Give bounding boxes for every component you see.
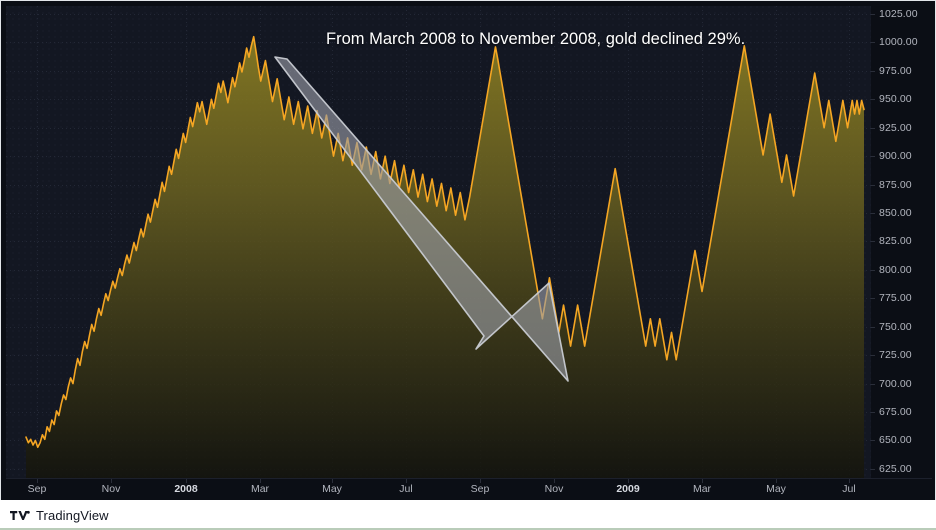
time-tick-label: May <box>766 483 786 495</box>
time-tick-label: 2009 <box>616 483 640 495</box>
price-tick-mark <box>871 412 875 414</box>
price-tick-label: 775.00 <box>879 292 912 305</box>
price-tick-mark <box>871 184 875 186</box>
price-tick-mark <box>871 70 875 72</box>
price-tick-mark <box>871 127 875 129</box>
price-tick-mark <box>871 212 875 214</box>
time-tick-label: May <box>322 483 342 495</box>
price-tick-mark <box>871 241 875 243</box>
price-tick-label: 700.00 <box>879 377 912 390</box>
price-tick-mark <box>871 269 875 271</box>
price-tick-mark <box>871 298 875 300</box>
time-tick-label: Sep <box>470 483 490 495</box>
price-tick-label: 1000.00 <box>879 36 918 49</box>
time-tick-mark <box>702 479 703 483</box>
time-tick-mark <box>776 479 777 483</box>
price-tick-mark <box>871 42 875 44</box>
time-tick-label: Sep <box>27 483 47 495</box>
chart-frame: From March 2008 to November 2008, gold d… <box>6 6 932 500</box>
price-tick-mark <box>871 99 875 101</box>
price-tick-mark <box>871 440 875 442</box>
price-tick-mark <box>871 326 875 328</box>
time-tick-label: Jul <box>842 483 856 495</box>
price-tick-mark <box>871 383 875 385</box>
time-tick-label: Nov <box>101 483 121 495</box>
time-tick-label: Mar <box>692 483 712 495</box>
bottom-rule <box>0 528 936 530</box>
footer-branding: TradingView <box>0 500 936 530</box>
tradingview-logo-text: TradingView <box>36 507 109 523</box>
time-tick-mark <box>849 479 850 483</box>
time-tick-mark <box>406 479 407 483</box>
price-scale[interactable]: 1025.00 1000.00 975.00 950.00 925.00 900.00 87… <box>871 6 932 478</box>
time-tick-mark <box>186 479 187 483</box>
price-tick-mark <box>871 156 875 158</box>
tradingview-logo-icon <box>10 510 30 520</box>
time-tick-mark <box>332 479 333 483</box>
time-tick-mark <box>260 479 261 483</box>
time-tick-mark <box>628 479 629 483</box>
price-tick-label: 750.00 <box>879 320 912 333</box>
time-tick-mark <box>554 479 555 483</box>
annotation-text: From March 2008 to November 2008, gold d… <box>326 30 746 48</box>
price-tick-label: 975.00 <box>879 64 912 77</box>
price-tick-label: 800.00 <box>879 263 912 276</box>
price-tick-label: 1025.00 <box>879 7 918 20</box>
price-tick-label: 725.00 <box>879 349 912 362</box>
price-tick-label: 825.00 <box>879 235 912 248</box>
price-tick-label: 650.00 <box>879 434 912 447</box>
price-tick-mark <box>871 355 875 357</box>
plot-area[interactable]: From March 2008 to November 2008, gold d… <box>6 6 871 478</box>
time-scale[interactable]: Sep Nov 2008 Mar May Jul Sep Nov 2009 Mar May Jul <box>6 478 932 500</box>
time-tick-label: Jul <box>399 483 413 495</box>
time-tick-mark <box>480 479 481 483</box>
price-tick-label: 675.00 <box>879 406 912 419</box>
time-tick-mark <box>111 479 112 483</box>
price-tick-label: 850.00 <box>879 206 912 219</box>
time-tick-label: Mar <box>250 483 270 495</box>
price-tick-label: 950.00 <box>879 93 912 106</box>
price-tick-mark <box>871 13 875 15</box>
time-tick-label: Nov <box>544 483 564 495</box>
price-tick-label: 900.00 <box>879 150 912 163</box>
time-tick-label: 2008 <box>174 483 198 495</box>
price-tick-label: 925.00 <box>879 121 912 134</box>
price-series-svg <box>6 6 871 478</box>
price-tick-label: 875.00 <box>879 178 912 191</box>
price-tick-label: 625.00 <box>879 462 912 475</box>
time-tick-mark <box>37 479 38 483</box>
price-tick-mark <box>871 468 875 470</box>
